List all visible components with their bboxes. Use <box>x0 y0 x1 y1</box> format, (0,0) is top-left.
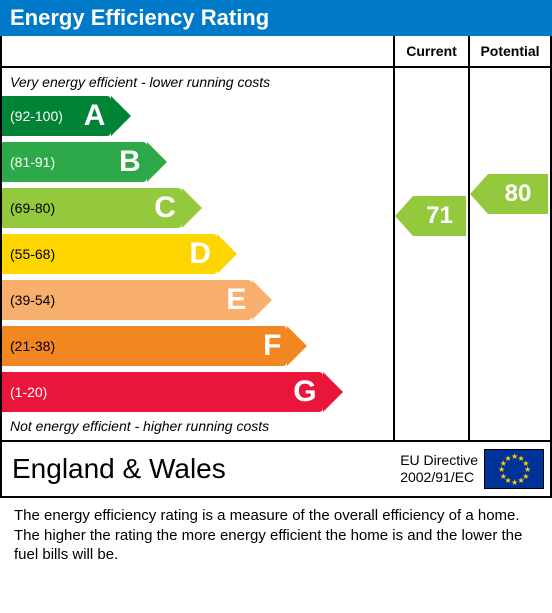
body-row: Very energy efficient - lower running co… <box>2 68 550 440</box>
band-letter-f: F <box>263 329 281 363</box>
band-range-b: (81-91) <box>10 154 55 170</box>
caption-top: Very energy efficient - lower running co… <box>2 72 393 92</box>
chart-area: Very energy efficient - lower running co… <box>2 68 395 440</box>
band-range-c: (69-80) <box>10 200 55 216</box>
description-text: The energy efficiency rating is a measur… <box>0 498 552 573</box>
directive-label: EU Directive 2002/91/EC <box>400 452 484 486</box>
band-bar-c: (69-80) C <box>2 188 182 228</box>
potential-value: 80 <box>488 174 548 214</box>
band-row-d: (55-68) D <box>2 232 393 276</box>
band-letter-g: G <box>293 375 316 409</box>
region-label: England & Wales <box>2 453 400 485</box>
band-letter-d: D <box>189 237 211 271</box>
epc-chart: Energy Efficiency Rating Current Potenti… <box>0 0 552 573</box>
band-range-e: (39-54) <box>10 292 55 308</box>
band-bar-f: (21-38) F <box>2 326 287 366</box>
chart-box: Current Potential Very energy efficient … <box>0 36 552 498</box>
band-row-e: (39-54) E <box>2 278 393 322</box>
current-pointer: 71 <box>413 196 466 236</box>
directive-line2: 2002/91/EC <box>400 469 474 485</box>
band-bar-a: (92-100) A <box>2 96 111 136</box>
current-value: 71 <box>413 196 466 236</box>
band-bar-e: (39-54) E <box>2 280 252 320</box>
current-column: 71 <box>395 68 470 440</box>
band-bar-g: (1-20) G <box>2 372 323 412</box>
band-bar-d: (55-68) D <box>2 234 217 274</box>
footer-row: England & Wales EU Directive 2002/91/EC … <box>2 440 550 496</box>
band-row-c: (69-80) C <box>2 186 393 230</box>
eu-star-icon: ★ <box>518 476 525 485</box>
eu-star-icon: ★ <box>511 478 518 487</box>
band-letter-e: E <box>226 283 246 317</box>
band-range-a: (92-100) <box>10 108 63 124</box>
header-row: Current Potential <box>2 36 550 68</box>
band-arrow-b <box>147 142 167 182</box>
band-row-a: (92-100) A <box>2 94 393 138</box>
potential-pointer-arrow-icon <box>470 174 488 214</box>
band-arrow-e <box>252 280 272 320</box>
band-range-g: (1-20) <box>10 384 47 400</box>
band-arrow-c <box>182 188 202 228</box>
title-text: Energy Efficiency Rating <box>10 5 269 30</box>
band-arrow-g <box>323 372 343 412</box>
title-bar: Energy Efficiency Rating <box>0 0 552 36</box>
directive-line1: EU Directive <box>400 452 478 468</box>
band-arrow-f <box>287 326 307 366</box>
potential-pointer: 80 <box>488 174 548 214</box>
potential-column: 80 <box>470 68 550 440</box>
band-row-f: (21-38) F <box>2 324 393 368</box>
band-row-g: (1-20) G <box>2 370 393 414</box>
potential-value-text: 80 <box>505 180 532 208</box>
band-letter-b: B <box>119 145 141 179</box>
band-range-d: (55-68) <box>10 246 55 262</box>
band-letter-a: A <box>84 99 106 133</box>
caption-bottom: Not energy efficient - higher running co… <box>2 416 393 436</box>
eu-flag-icon: ★★★★★★★★★★★★ <box>484 449 544 489</box>
eu-star-icon: ★ <box>505 454 512 463</box>
current-pointer-arrow-icon <box>395 196 413 236</box>
band-bar-b: (81-91) B <box>2 142 147 182</box>
header-potential: Potential <box>470 36 550 66</box>
bands-container: (92-100) A (81-91) B (69-80) C (55-68) D (39-54)… <box>2 94 393 414</box>
band-letter-c: C <box>154 191 176 225</box>
band-row-b: (81-91) B <box>2 140 393 184</box>
band-arrow-d <box>217 234 237 274</box>
band-range-f: (21-38) <box>10 338 55 354</box>
header-current: Current <box>395 36 470 66</box>
header-spacer <box>2 36 395 66</box>
band-arrow-a <box>111 96 131 136</box>
current-value-text: 71 <box>426 202 453 230</box>
